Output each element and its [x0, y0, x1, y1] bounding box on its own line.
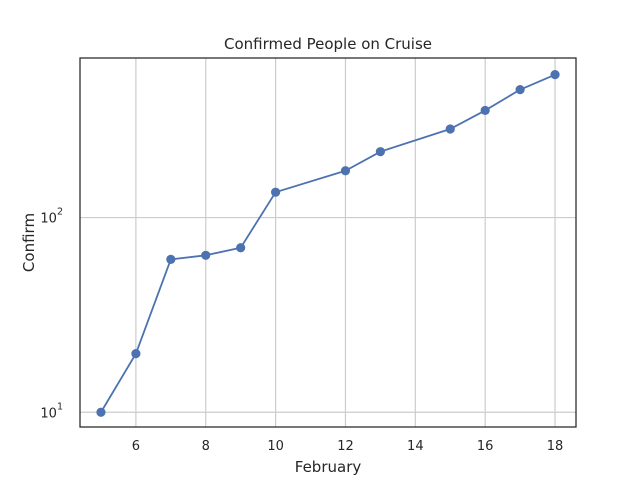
data-point	[201, 250, 211, 260]
x-tick-label: 12	[337, 439, 354, 454]
x-tick-label: 6	[132, 439, 140, 454]
data-point	[445, 124, 455, 134]
x-tick-label: 16	[477, 439, 494, 454]
y-tick-label: 102	[40, 207, 63, 227]
data-point	[515, 85, 525, 95]
data-point	[480, 105, 490, 116]
series-layer	[96, 70, 560, 417]
series-line	[100, 73, 556, 413]
data-point	[271, 187, 281, 197]
y-tick-label: 101	[40, 401, 63, 421]
data-point	[96, 407, 106, 417]
grid-lines	[80, 58, 576, 427]
data-point	[236, 243, 246, 253]
data-point	[340, 166, 351, 176]
x-tick-label: 18	[547, 439, 564, 454]
data-point	[375, 147, 385, 157]
x-axis-label: February	[295, 458, 362, 476]
data-point	[550, 70, 560, 80]
data-point	[166, 254, 176, 264]
y-tick-labels: 101 102	[40, 207, 63, 422]
plot-frame	[79, 57, 577, 428]
x-tick-label: 10	[267, 439, 284, 454]
y-axis-label: Confirm	[20, 213, 38, 272]
x-tick-label: 14	[407, 439, 424, 454]
data-point	[131, 349, 141, 359]
x-tick-labels: 6 8 10 12 14 16 18	[132, 439, 564, 454]
chart-title: Confirmed People on Cruise	[224, 35, 432, 53]
x-tick-label: 8	[202, 439, 210, 454]
